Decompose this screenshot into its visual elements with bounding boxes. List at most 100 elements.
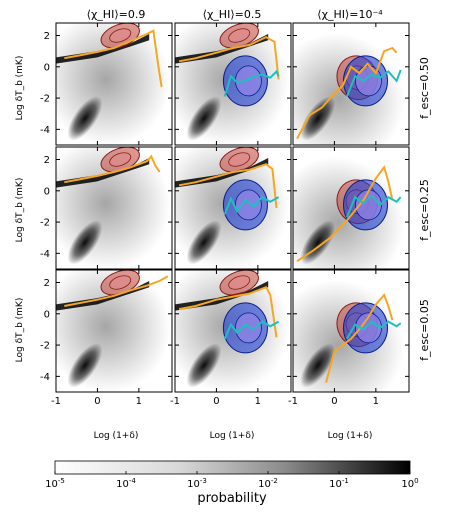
histogram-core [300,96,336,141]
y-tick-label: -4 [40,372,50,383]
cyan-curve [345,194,402,218]
panel-frame [292,269,410,393]
histogram-ridge [175,157,269,188]
xlabel-2: Log (1+δ) [328,431,373,441]
y-tick-label: 2 [44,31,50,42]
panel-2-2: -1 0 1 [288,269,410,407]
col-title-1: ⟨χ_HI⟩=0.5 [203,8,262,21]
panel-content [293,23,409,145]
histogram-core [186,343,222,388]
y-axis-labels: Log δT_b (mK) Log δT_b (mK) Log δT_b (mK… [15,56,25,363]
histogram-core [300,343,336,388]
panel-frame [292,146,410,270]
histogram-cloud [56,147,171,269]
x-tick-label: -1 [288,396,298,407]
x-tick-label: 1 [136,396,142,407]
median-curve [64,154,161,184]
red-contour-inner [109,275,132,290]
ylabel-2: Log δT_b (mK) [15,298,25,363]
median-curve [64,275,169,307]
ylabel-1: Log δT_b (mK) [15,178,25,243]
cyan-curve [223,195,280,215]
median-curve [296,46,398,140]
y-tick-label: 0 [44,62,50,73]
panel-1-0: 2 0 -2 -4 [40,146,173,270]
panel-2-0: 2 0 -2 -4 -1 0 1 [40,269,173,407]
panel-content [175,270,291,392]
panel-0-1 [174,22,292,146]
red-contour-inner [109,152,132,167]
median-curve [325,293,394,383]
cyan-curve [223,69,280,97]
row-title-1: f_esc=0.25 [418,179,431,241]
y-tick-label: 0 [44,309,50,320]
colorbar-tick-label: 10-4 [116,477,136,490]
colorbar-label: probability [197,491,267,506]
row-title-2: f_esc=0.05 [418,299,431,361]
median-curve [178,35,280,80]
x-tick-label: 1 [255,396,261,407]
x-tick-label: -1 [170,396,180,407]
y-tick-label: 2 [44,278,50,289]
median-curve [178,285,278,338]
col-title-0: ⟨χ_HI⟩=0.9 [87,8,146,21]
row-titles: f_esc=0.50 f_esc=0.25 f_esc=0.05 [418,57,431,361]
col-title-2: ⟨χ_HI⟩=10⁻⁴ [317,8,383,21]
histogram-cloud [56,23,171,145]
histogram-core [186,220,222,265]
panel-content [293,147,409,269]
colorbar-gradient [54,460,411,475]
panel-frame [55,269,173,393]
histogram-core [67,96,103,141]
panel-frame [174,269,292,393]
ylabel-0: Log δT_b (mK) [15,56,25,121]
xlabel-1: Log (1+δ) [210,431,255,441]
x-tick-label: 0 [94,396,100,407]
red-contour-inner [109,28,132,43]
panel-content [56,147,172,269]
panel-content [293,270,409,392]
cyan-curve [345,69,402,97]
panel-frame [292,22,410,146]
column-titles: ⟨χ_HI⟩=0.9 ⟨χ_HI⟩=0.5 ⟨χ_HI⟩=10⁻⁴ [87,8,384,21]
histogram-core [67,220,103,265]
histogram-ridge [175,280,269,311]
y-tick-label: -2 [40,341,50,352]
colorbar-tick-label: 10-1 [329,477,349,490]
x-axis-labels: Log (1+δ) Log (1+δ) Log (1+δ) [94,431,373,441]
panel-content [175,147,291,269]
x-tick-label: 0 [331,396,337,407]
colorbar-tick-label: 10-5 [45,477,65,490]
median-curve [178,163,278,209]
x-tick-label: 0 [213,396,219,407]
panel-2-1: -1 0 1 [170,269,292,407]
blue-contour-inner [235,312,262,344]
colorbar-tick-label: 10-2 [258,477,278,490]
blue-contour-inner [235,65,262,97]
panel-1-2 [292,146,410,270]
row-title-0: f_esc=0.50 [418,57,431,119]
red-contour-inner [228,152,251,167]
histogram-ridge [175,33,269,64]
median-curve [296,165,394,263]
panel-frame [174,22,292,146]
red-contour-inner [228,28,251,43]
x-tick-label: -1 [51,396,61,407]
y-tick-label: -2 [40,94,50,105]
y-tick-label: -4 [40,249,50,260]
y-tick-label: 0 [44,186,50,197]
y-tick-label: -4 [40,125,50,136]
panel-frame [55,146,173,270]
median-curve [64,29,163,88]
panels: 2 0 -2 -4 2 0 -2 -4 2 0 -2 -4 -1 0 1 -1 0 1 -1 0 1 [40,22,410,407]
y-tick-label: 2 [44,155,50,166]
y-tick-label: -2 [40,218,50,229]
blue-contour-inner [235,189,262,221]
x-tick-label: 1 [373,396,379,407]
cyan-curve [223,320,280,340]
panel-content [56,270,172,392]
colorbar-tick-label: 100 [401,477,418,490]
histogram-core [67,343,103,388]
panel-content [175,23,291,145]
